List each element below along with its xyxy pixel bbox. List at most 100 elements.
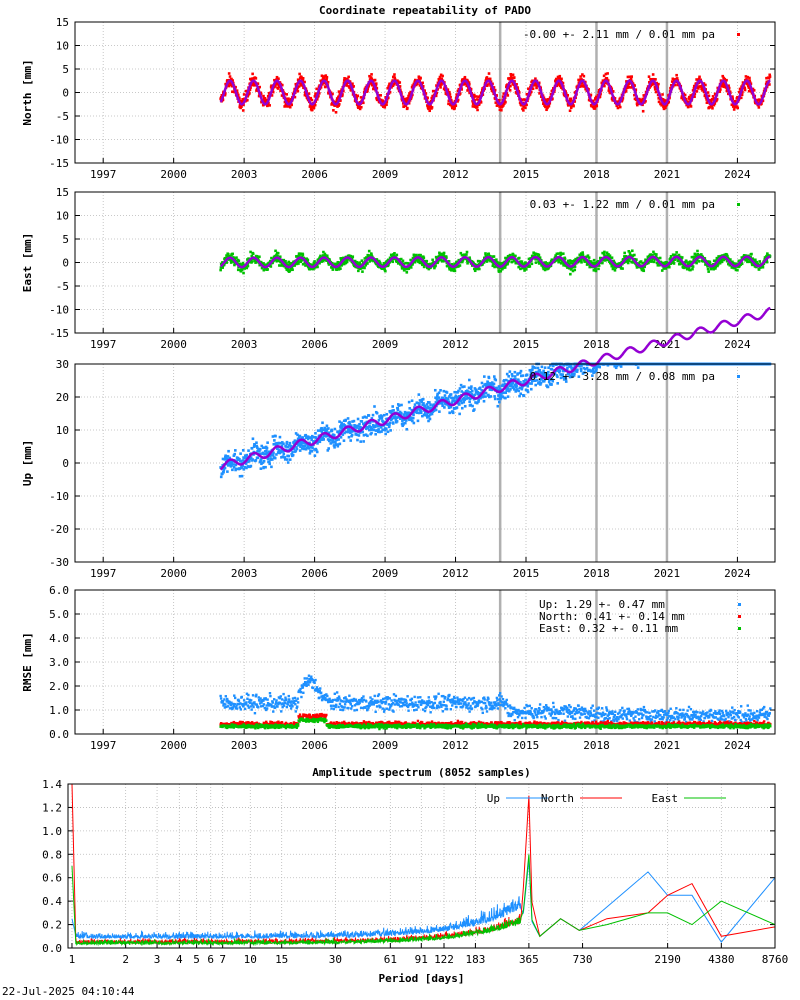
- data-point: [264, 465, 267, 469]
- data-point: [503, 266, 507, 269]
- data-point: [506, 387, 510, 390]
- data-point: [592, 258, 596, 262]
- x-tick-label: 2003: [231, 168, 258, 181]
- data-point: [711, 106, 714, 110]
- data-point: [294, 82, 298, 86]
- data-point: [650, 83, 654, 86]
- data-point: [597, 267, 600, 271]
- data-point: [716, 263, 720, 266]
- data-point: [475, 388, 478, 392]
- data-point: [336, 444, 340, 448]
- data-point: [706, 91, 710, 94]
- data-point: [227, 84, 231, 88]
- data-point: [635, 258, 638, 261]
- data-point: [438, 410, 441, 413]
- data-point: [459, 383, 463, 387]
- data-point: [278, 449, 282, 452]
- data-point: [591, 262, 594, 265]
- data-point: [528, 368, 532, 372]
- data-point: [414, 258, 417, 262]
- data-point: [500, 108, 503, 112]
- data-point: [486, 381, 490, 384]
- data-point: [327, 447, 330, 450]
- data-point: [339, 257, 343, 260]
- data-point: [453, 269, 457, 273]
- x-tick-label: 2024: [724, 338, 751, 351]
- data-point: [230, 464, 233, 467]
- data-point: [366, 434, 369, 438]
- data-point: [360, 266, 363, 270]
- data-point: [428, 401, 431, 404]
- data-point: [540, 264, 544, 267]
- data-point: [497, 98, 501, 102]
- data-point: [650, 254, 654, 257]
- data-point: [628, 253, 632, 257]
- data-point: [436, 392, 439, 396]
- data-point: [496, 397, 500, 401]
- data-point: [630, 75, 634, 78]
- data-point: [374, 432, 377, 436]
- data-point: [337, 102, 341, 106]
- data-point: [275, 259, 279, 263]
- data-point: [406, 96, 409, 100]
- data-point: [357, 269, 360, 273]
- data-point: [314, 436, 318, 439]
- data-point: [750, 252, 753, 256]
- data-point: [580, 85, 584, 88]
- data-point: [289, 268, 292, 272]
- data-point: [356, 262, 360, 266]
- data-point: [604, 72, 608, 76]
- data-point: [554, 254, 557, 257]
- data-point: [719, 79, 723, 82]
- data-point: [258, 85, 261, 89]
- data-point: [391, 84, 395, 88]
- data-point: [298, 436, 301, 439]
- data-point: [695, 261, 698, 265]
- data-point: [253, 84, 256, 87]
- data-point: [545, 100, 549, 103]
- data-point: [686, 100, 689, 103]
- data-point: [253, 443, 256, 447]
- data-point: [519, 392, 523, 396]
- data-point: [406, 106, 409, 110]
- data-point: [245, 266, 249, 270]
- data-point: [557, 252, 560, 255]
- data-point: [356, 417, 360, 421]
- data-point: [448, 395, 451, 398]
- y-tick-label: 15: [56, 16, 69, 29]
- data-point: [569, 106, 573, 110]
- data-point: [747, 254, 750, 258]
- data-point: [457, 87, 461, 91]
- data-point: [611, 267, 615, 271]
- data-point: [544, 261, 547, 264]
- data-point: [262, 262, 265, 265]
- data-point: [518, 371, 522, 375]
- y-axis-label: North [mm]: [21, 59, 34, 125]
- data-point: [430, 412, 434, 416]
- data-point: [235, 256, 238, 259]
- data-point: [459, 399, 463, 402]
- data-point: [477, 393, 481, 397]
- data-point: [301, 76, 305, 80]
- data-point: [411, 416, 415, 420]
- data-point: [325, 75, 329, 79]
- data-point: [462, 400, 466, 404]
- data-point: [488, 77, 492, 81]
- data-point: [749, 255, 752, 259]
- x-tick-label: 2015: [513, 338, 540, 351]
- data-point: [292, 447, 296, 451]
- data-point: [457, 264, 460, 268]
- data-point: [361, 416, 365, 419]
- data-point: [503, 382, 507, 386]
- y-tick-label: -10: [49, 134, 69, 147]
- data-point: [293, 95, 297, 99]
- data-point: [258, 449, 261, 453]
- data-point: [300, 447, 304, 450]
- data-point: [619, 267, 623, 270]
- data-point: [343, 259, 346, 263]
- data-point: [697, 87, 700, 90]
- data-point: [495, 260, 499, 264]
- data-point: [456, 391, 459, 394]
- data-point: [563, 257, 567, 261]
- data-point: [613, 269, 617, 272]
